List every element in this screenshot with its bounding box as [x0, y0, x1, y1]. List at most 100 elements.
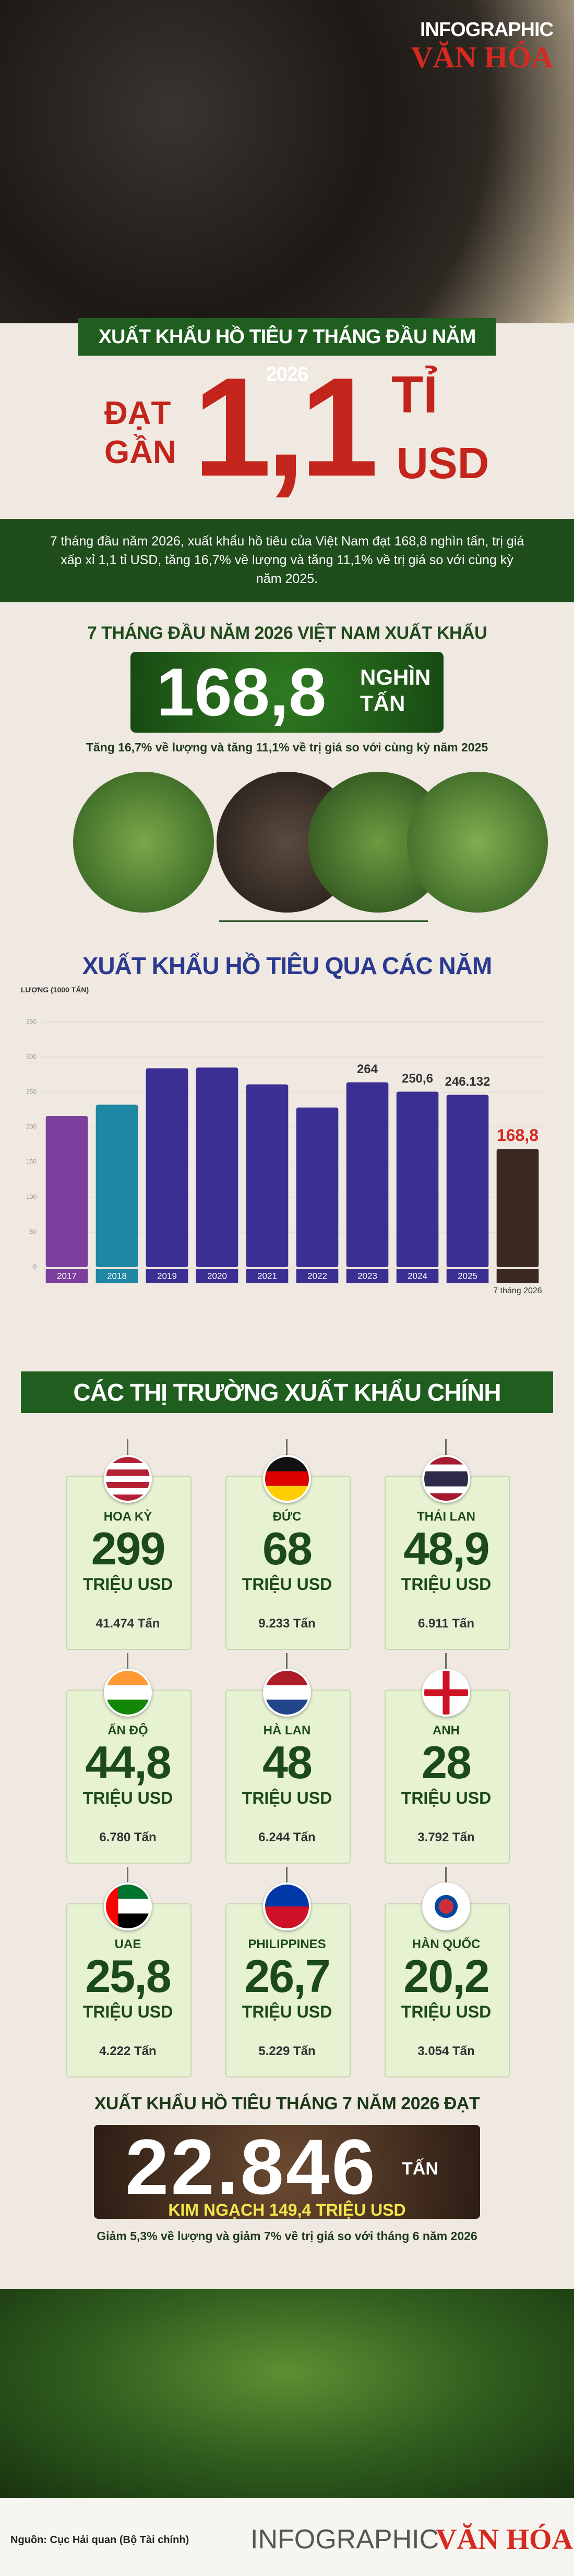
x-tick-label: 2021 — [257, 1271, 277, 1281]
y-tick-label: 150 — [26, 1158, 37, 1165]
x-label-box — [296, 1269, 339, 1283]
bar — [246, 1084, 289, 1267]
market-name: THÁI LAN — [417, 1510, 475, 1524]
intro-text: 7 tháng đầu năm 2026, xuất khẩu hồ tiêu … — [50, 534, 524, 586]
x-tick-label: 2019 — [157, 1271, 177, 1281]
july-heading: XUẤT KHẨU HỒ TIÊU THÁNG 7 NĂM 2026 ĐẠT — [94, 2094, 480, 2113]
market-volume: 5.229 Tấn — [258, 2044, 316, 2058]
market-volume: 6.244 Tấn — [258, 1830, 316, 1844]
july-number: 22.846 — [125, 2123, 377, 2210]
market-unit: TRIỆU USD — [242, 1575, 332, 1594]
market-volume: 41.474 Tấn — [95, 1617, 160, 1631]
market-name: PHILIPPINES — [248, 1937, 326, 1951]
market-unit: TRIỆU USD — [82, 1575, 173, 1594]
x-label-box — [246, 1269, 289, 1283]
market-value: 68 — [262, 1523, 313, 1574]
volume-unit: TẤN — [360, 691, 405, 715]
market-name: ANH — [433, 1723, 460, 1737]
market-unit: TRIỆU USD — [82, 1789, 173, 1807]
logo-top: INFOGRAPHIC — [420, 19, 554, 41]
x-label-box — [45, 1269, 88, 1283]
x-label-box — [346, 1269, 389, 1283]
market-value: 48 — [262, 1736, 313, 1788]
photo-circle — [407, 772, 548, 913]
big-number: 1,1 — [193, 349, 378, 506]
x-label-box — [196, 1269, 238, 1283]
market-value: 48,9 — [403, 1523, 489, 1574]
y-tick-label: 50 — [30, 1228, 37, 1235]
x-tick-label: 2024 — [408, 1271, 427, 1281]
x-tick-label: 2023 — [357, 1271, 377, 1281]
market-name: UAE — [114, 1937, 141, 1951]
footer-logo: VĂN HÓA — [436, 2523, 573, 2556]
july-unit: TẤN — [402, 2159, 438, 2179]
market-volume: 4.222 Tấn — [99, 2044, 157, 2058]
x-tick-label: 2017 — [57, 1271, 77, 1281]
value-label: 264 — [357, 1062, 378, 1076]
market-value: 44,8 — [85, 1736, 171, 1788]
reach-label: GẦN — [104, 434, 176, 470]
market-value: 25,8 — [85, 1950, 171, 2002]
pepper-photo — [0, 0, 574, 323]
july-box — [94, 2125, 480, 2219]
flag — [263, 1455, 311, 1503]
bar-chart: 0 50 100 150 200 250 300 350 2017 2018 2019 2020 202… — [26, 1018, 543, 1295]
volume-note: Tăng 16,7% về lượng và tăng 11,1% về trị… — [86, 740, 488, 754]
source: Nguồn: Cục Hải quan (Bộ Tài chính) — [10, 2534, 189, 2546]
separator — [219, 920, 428, 922]
bar — [396, 1091, 439, 1267]
bar — [196, 1067, 238, 1267]
bar — [446, 1095, 489, 1267]
market-volume: 3.054 Tấn — [417, 2044, 475, 2058]
bar — [296, 1107, 339, 1267]
unit: TỈ — [391, 366, 438, 424]
volume-number: 168,8 — [157, 654, 327, 730]
y-tick-label: 0 — [33, 1263, 37, 1270]
unit: USD — [397, 439, 489, 488]
market-unit: TRIỆU USD — [401, 2002, 492, 2021]
market-value: 26,7 — [244, 1950, 330, 2002]
market-name: ĐỨC — [272, 1510, 302, 1524]
x-label-box — [446, 1269, 489, 1283]
market-unit: TRIỆU USD — [401, 1575, 492, 1594]
x-tick-label: 2025 — [458, 1271, 477, 1281]
bar — [496, 1149, 539, 1267]
x-tick-label: 2022 — [307, 1271, 327, 1281]
market-volume: 9.233 Tấn — [258, 1617, 316, 1631]
market-unit: TRIỆU USD — [82, 2002, 173, 2021]
x-label-box — [396, 1269, 439, 1283]
market-card — [66, 1903, 192, 2077]
logo-bottom: VĂN HÓA — [411, 40, 553, 74]
market-card — [385, 1903, 510, 2077]
flag — [263, 1882, 311, 1930]
bar — [346, 1082, 389, 1267]
flag — [422, 1455, 470, 1503]
volume-unit: NGHÌN — [360, 665, 431, 689]
july-turnover: KIM NGẠCH 149,4 TRIỆU USD — [168, 2201, 406, 2219]
pepper-vine-photo — [0, 2289, 574, 2498]
chart-title: XUẤT KHẨU HỒ TIÊU QUA CÁC NĂM — [82, 952, 493, 979]
market-card — [225, 1690, 351, 1864]
market-unit: TRIỆU USD — [242, 1789, 332, 1807]
x-tick-label: 2020 — [207, 1271, 227, 1281]
market-unit: TRIỆU USD — [242, 2002, 332, 2021]
x-tick-label: 2018 — [107, 1271, 127, 1281]
x-label-box — [146, 1269, 188, 1283]
flag — [422, 1669, 470, 1717]
market-card — [66, 1476, 192, 1650]
banner: XUẤT KHẨU HỒ TIÊU 7 THÁNG ĐẦU NĂM 2026 — [78, 318, 496, 385]
market-value: 28 — [422, 1736, 472, 1788]
market-name: ẤN ĐỘ — [107, 1723, 148, 1737]
market-value: 20,2 — [403, 1950, 489, 2002]
market-name: HOA KỲ — [103, 1510, 152, 1524]
flag — [104, 1455, 152, 1503]
volume-box — [130, 652, 444, 733]
reach-label: ĐẠT — [104, 395, 171, 431]
y-tick-label: 350 — [26, 1018, 37, 1025]
x-label-box — [95, 1269, 138, 1283]
markets-heading: CÁC THỊ TRƯỜNG XUẤT KHẨU CHÍNH — [21, 1371, 553, 1413]
footer-logo: INFOGRAPHIC — [250, 2524, 439, 2555]
flag — [263, 1669, 311, 1717]
market-name: HÀN QUỐC — [412, 1937, 481, 1951]
